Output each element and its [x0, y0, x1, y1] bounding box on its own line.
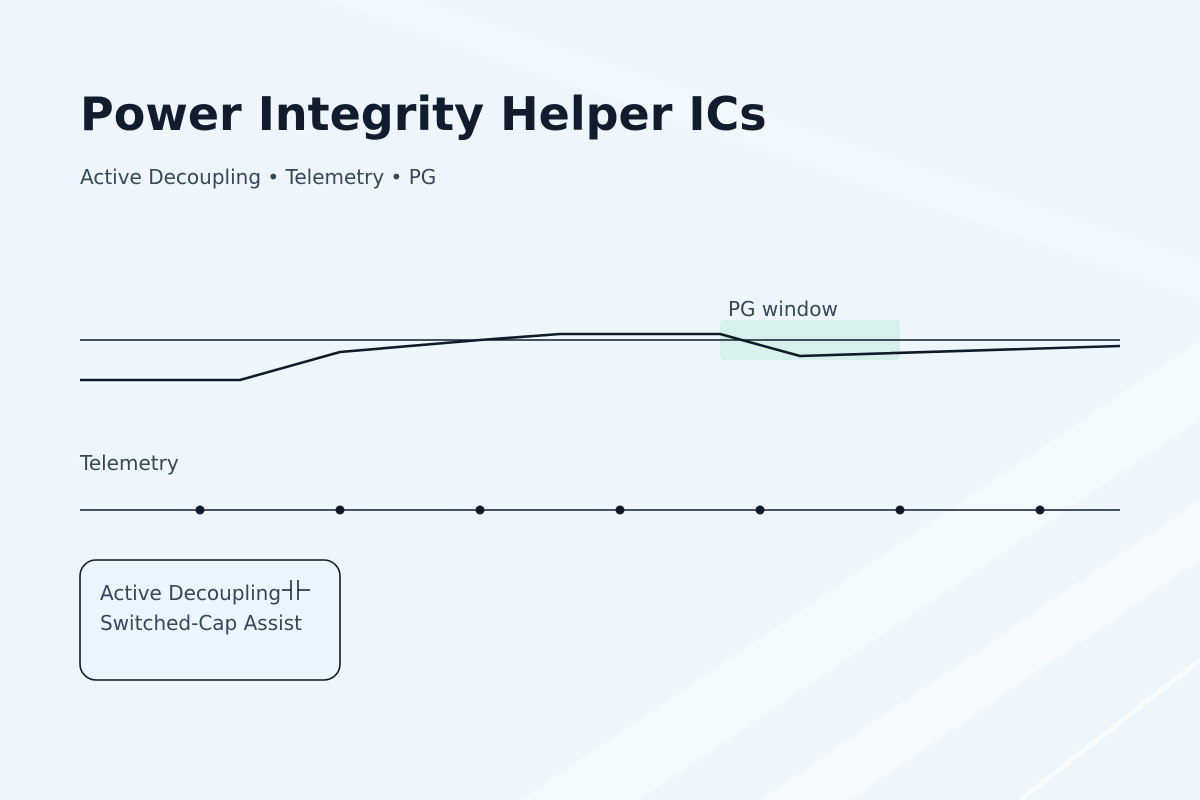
telemetry-sample-point [1035, 505, 1045, 515]
voltage-waveform [80, 332, 1121, 382]
page-subtitle: Active Decoupling • Telemetry • PG [80, 165, 437, 189]
telemetry-sample-point [615, 505, 625, 515]
pg-window-label: PG window [728, 297, 838, 321]
telemetry-sample-point [335, 505, 345, 515]
telemetry-sample-points [195, 505, 1045, 515]
page-title: Power Integrity Helper ICs [80, 87, 767, 141]
telemetry-sample-point [895, 505, 905, 515]
block-label-active-decoupling: Active Decoupling [100, 581, 281, 605]
telemetry-sample-point [755, 505, 765, 515]
block-label-switched-cap-assist: Switched-Cap Assist [100, 611, 302, 635]
telemetry-sample-point [195, 505, 205, 515]
telemetry-label: Telemetry [79, 451, 179, 475]
capacitor-icon [282, 580, 310, 600]
active-decoupling-block [79, 559, 341, 681]
telemetry-sample-point [475, 505, 485, 515]
